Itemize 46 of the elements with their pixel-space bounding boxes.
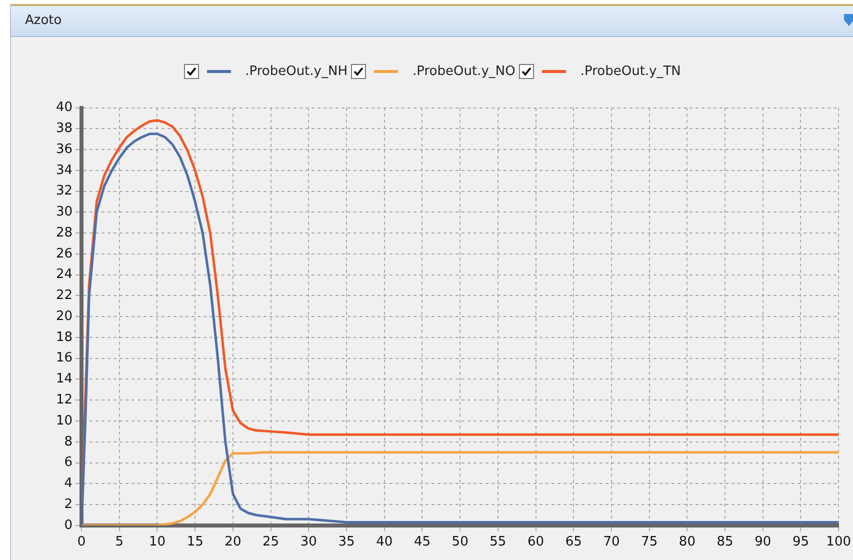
y-tick-label: 26: [56, 246, 73, 262]
y-tick-label: 24: [56, 267, 73, 282]
x-tick-label: 5: [115, 534, 124, 550]
y-tick-label: 2: [64, 496, 73, 512]
y-tick-label: 4: [64, 476, 73, 492]
x-tick-label: 85: [716, 534, 734, 550]
y-tick-label: 36: [56, 142, 73, 157]
x-tick-label: 55: [490, 534, 506, 550]
x-tick-label: 70: [603, 534, 620, 550]
x-tick-label: 65: [565, 534, 582, 550]
y-tick-label: 6: [64, 455, 73, 470]
x-tick-label: 90: [754, 534, 772, 550]
y-tick-label: 10: [56, 413, 73, 428]
legend-label: .ProbeOut.y_TN: [580, 64, 681, 79]
legend-label: .ProbeOut.y_NO: [412, 64, 516, 79]
y-tick-label: 40: [56, 100, 73, 116]
x-tick-label: 50: [452, 534, 468, 550]
y-tick-label: 32: [56, 184, 73, 199]
x-tick-label: 80: [678, 534, 696, 550]
x-tick-label: 30: [300, 534, 317, 550]
y-tick-label: 34: [56, 162, 73, 178]
y-tick-label: 22: [56, 288, 73, 304]
x-tick-label: 60: [528, 534, 544, 550]
y-tick-label: 8: [64, 434, 73, 450]
y-tick-label: 18: [56, 330, 73, 345]
x-tick-label: 25: [262, 534, 280, 550]
y-tick-label: 30: [56, 204, 73, 220]
x-tick-label: 15: [186, 534, 204, 550]
y-tick-label: 16: [56, 350, 73, 366]
x-tick-label: 100: [826, 534, 852, 550]
y-tick-label: 20: [56, 308, 73, 324]
legend-label: .ProbeOut.y_NH: [245, 64, 348, 79]
y-tick-label: 14: [56, 372, 73, 387]
x-tick-label: 75: [641, 534, 658, 550]
y-tick-label: 0: [64, 518, 73, 533]
x-tick-label: 35: [338, 534, 355, 550]
x-tick-label: 45: [414, 534, 430, 550]
y-tick-label: 28: [56, 225, 73, 240]
x-tick-label: 0: [77, 534, 86, 550]
x-tick-label: 10: [148, 534, 166, 550]
y-tick-label: 38: [56, 121, 73, 136]
x-tick-label: 20: [224, 534, 242, 550]
y-tick-label: 12: [56, 392, 73, 408]
x-tick-label: 40: [376, 534, 393, 550]
chart-title: Azoto: [25, 13, 62, 28]
x-tick-label: 95: [792, 534, 810, 550]
